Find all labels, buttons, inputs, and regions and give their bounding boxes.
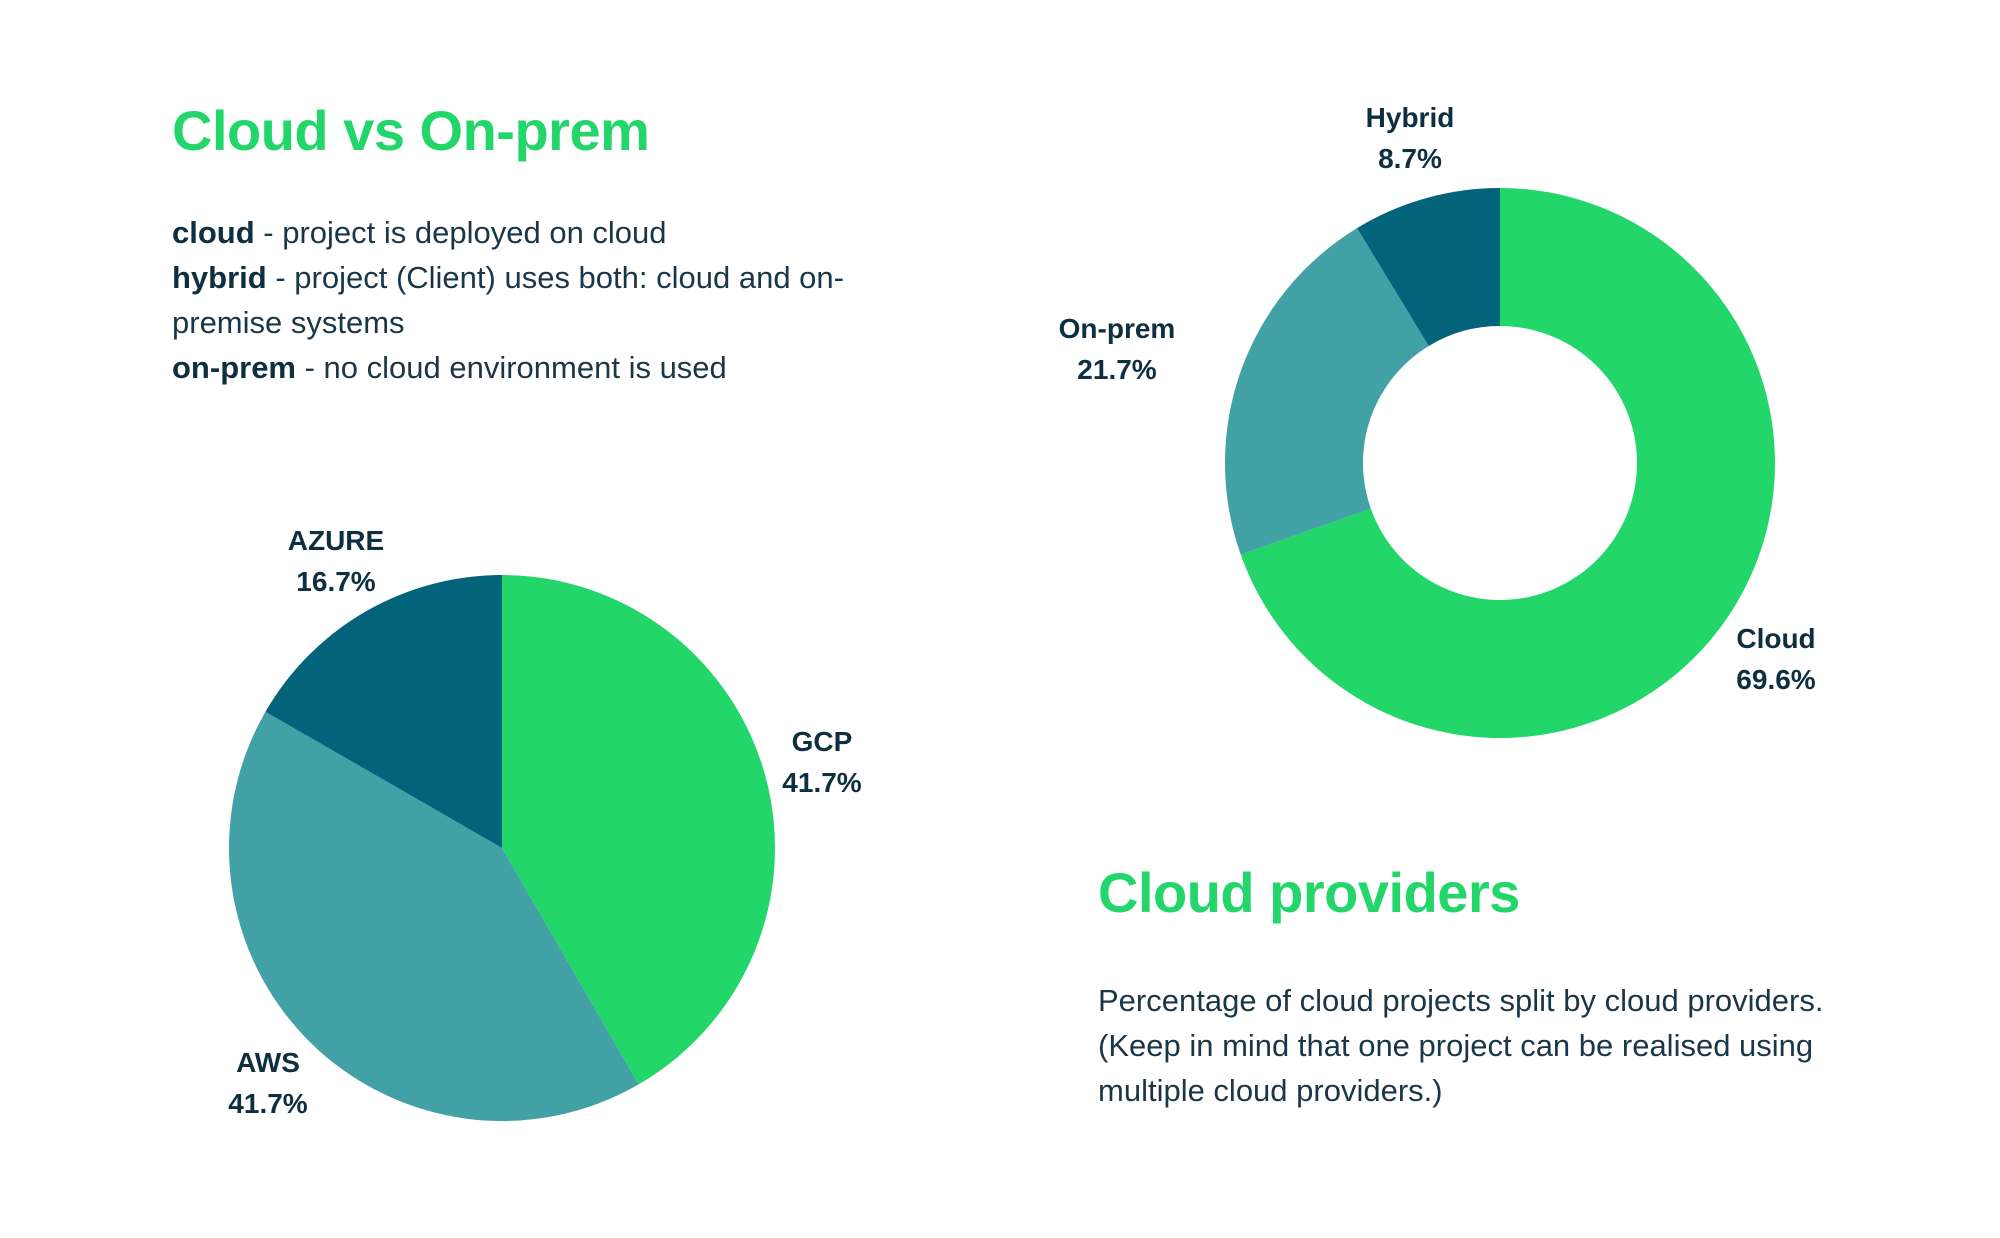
definition-term: hybrid (172, 260, 267, 295)
slice-on-prem (1225, 228, 1429, 555)
slice-label-cloud: Cloud 69.6% (1736, 623, 1815, 695)
definition-text: - project (Client) uses both: cloud and … (172, 260, 844, 340)
slice-cloud (1240, 188, 1776, 739)
slice-hybrid (1357, 188, 1500, 346)
definition-text: - no cloud environment is used (296, 350, 727, 385)
slice-azure (265, 575, 502, 848)
slice-label-on-prem: On-prem 21.7% (1059, 313, 1176, 385)
slice-label-gcp: GCP 41.7% (782, 726, 861, 798)
cloud-providers-title: Cloud providers (1098, 861, 1520, 924)
slice-label-hybrid: Hybrid 8.7% (1366, 102, 1455, 174)
slice-aws (228, 711, 639, 1122)
definition-onprem: on-prem - no cloud environment is used (172, 345, 932, 390)
definition-term: on-prem (172, 350, 296, 385)
definition-text: - project is deployed on cloud (254, 215, 667, 250)
slice-label-aws: AWS 41.7% (228, 1047, 307, 1119)
slice-gcp (502, 575, 776, 1085)
definitions-list: cloud - project is deployed on cloud hyb… (172, 210, 932, 390)
definition-term: cloud (172, 215, 255, 250)
definition-cloud: cloud - project is deployed on cloud (172, 210, 932, 255)
cloud-vs-onprem-title: Cloud vs On-prem (172, 99, 650, 162)
cloud-providers-description: Percentage of cloud projects split by cl… (1098, 983, 1824, 1108)
definition-hybrid: hybrid - project (Client) uses both: clo… (172, 255, 932, 345)
slice-label-azure: AZURE 16.7% (288, 525, 384, 597)
